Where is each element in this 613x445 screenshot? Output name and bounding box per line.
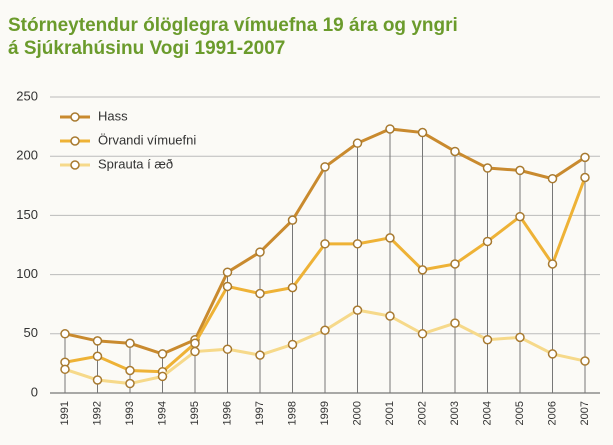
point [547,173,558,184]
x-tick-label: 1995 [189,401,201,425]
legend-label: Sprauta í æð [98,156,173,171]
x-tick-label: 1992 [91,401,103,425]
point [417,127,428,138]
point [352,239,363,249]
point [450,318,460,328]
point [580,152,590,163]
point [125,378,135,389]
point [515,332,525,343]
point [385,233,395,243]
point [60,329,70,339]
x-tick-label: 1999 [319,401,331,425]
point [190,346,200,357]
point [417,329,428,339]
y-tick-label: 200 [16,148,38,163]
point [60,364,70,375]
legend-label: Örvandi vímuefni [98,132,196,147]
x-tick-label: 2003 [449,401,461,425]
x-tick-label: 1993 [124,401,136,425]
point [320,239,330,249]
x-tick-label: 1997 [254,401,266,425]
legend-point [70,136,80,146]
chart-title: Stórneytendur ólöglegra vímuefna 19 ára … [8,15,458,36]
point [417,265,428,275]
x-tick-label: 1996 [221,401,233,425]
point [222,344,233,354]
point [255,288,265,299]
point [287,339,298,350]
legend-point [70,112,80,122]
point [255,350,265,360]
point [92,351,103,362]
x-tick-label: 2006 [546,401,558,425]
x-tick-label: 2007 [579,401,591,425]
point [320,162,330,172]
point [385,124,395,134]
x-tick-label: 2004 [481,401,493,425]
point [222,267,233,277]
x-tick-label: 2001 [384,401,396,425]
point [482,334,493,345]
point [580,172,590,183]
point [450,259,460,269]
point [352,305,363,315]
point [190,338,200,349]
point [92,336,103,346]
point [547,259,558,269]
x-tick-label: 2000 [351,401,363,425]
x-tick-label: 1994 [156,401,168,425]
point [222,281,233,292]
point [352,138,363,148]
point [580,356,590,366]
point [287,282,298,293]
point [92,375,103,385]
point [125,338,135,349]
point [385,311,395,321]
point [320,325,330,335]
point [157,371,168,382]
legend-point [70,160,80,170]
point [515,211,525,222]
point [157,349,168,359]
point [482,163,493,173]
y-tick-label: 0 [31,384,38,399]
chart-title: á Sjúkrahúsinu Vogi 1991-2007 [8,38,285,59]
point [125,365,135,376]
point [515,165,525,176]
y-tick-label: 50 [24,325,38,340]
point [450,146,460,157]
y-tick-label: 250 [16,88,38,103]
x-tick-label: 2005 [514,401,526,425]
x-tick-label: 1998 [286,401,298,425]
point [255,247,265,257]
legend-label: Hass [98,108,128,123]
point [482,236,493,247]
y-tick-label: 100 [16,266,38,281]
x-tick-label: 2002 [416,401,428,425]
y-tick-label: 150 [16,207,38,222]
x-tick-label: 1991 [59,401,71,425]
point [287,215,298,225]
point [547,349,558,359]
